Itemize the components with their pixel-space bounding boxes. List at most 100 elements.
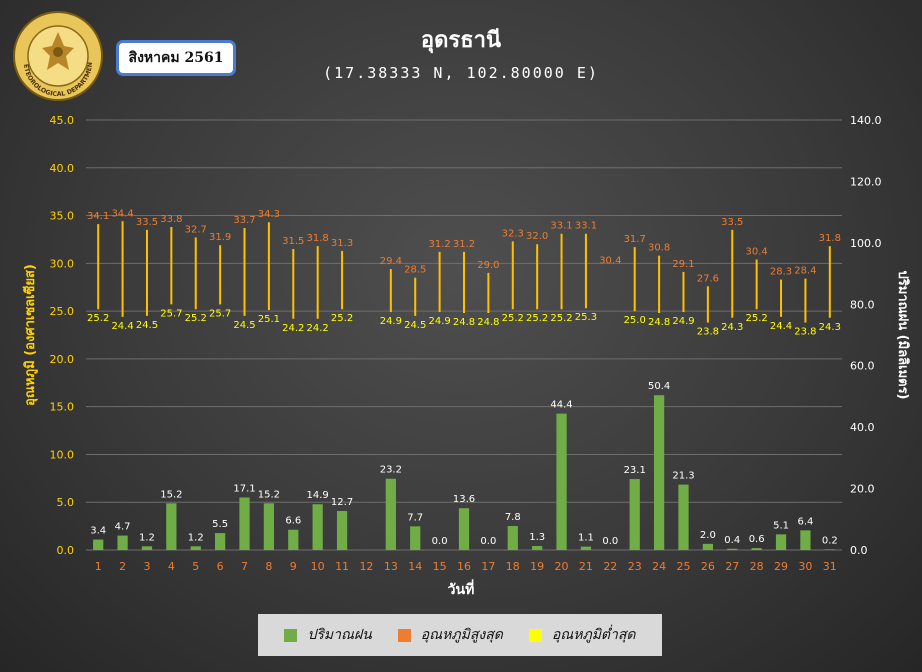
x-tick-label: 13 (384, 560, 398, 573)
right-tick-label: 140.0 (850, 114, 882, 127)
rain-bar (263, 503, 275, 550)
tmax-data-label: 30.4 (746, 247, 768, 258)
x-tick-label: 12 (359, 560, 373, 573)
tmin-data-label: 24.5 (233, 320, 255, 331)
x-tick-label: 6 (217, 560, 224, 573)
rain-data-label: 0.4 (724, 535, 740, 546)
rain-data-label: 12.7 (331, 497, 353, 508)
x-axis-ticks: 1 2 3 4 5 6 7 8 9 10 11 12 13 14 15 16 17 18 19 20 21 22 23 24 2… (95, 560, 837, 573)
x-tick-label: 9 (290, 560, 297, 573)
tmax-data-label: 33.1 (550, 221, 572, 232)
right-tick-label: 80.0 (850, 298, 875, 311)
x-tick-label: 18 (506, 560, 520, 573)
x-tick-label: 27 (725, 560, 739, 573)
rain-bar (215, 533, 226, 550)
left-axis-label: อุณหภูมิ (องศาเซลเซียส) (22, 264, 38, 406)
rain-bar (702, 543, 713, 550)
legend-item-tmax: อุณหภูมิสูงสุด (397, 624, 503, 646)
rain-data-label: 0.0 (480, 536, 496, 547)
rain-data-label: 2.0 (700, 530, 716, 541)
meteorological-department-logo: METEOROLOGICAL DEPARTMENT (12, 10, 103, 101)
right-tick-label: 0.0 (850, 544, 868, 557)
rain-bar (190, 546, 201, 550)
x-tick-label: 4 (168, 560, 175, 573)
rain-bar (824, 549, 835, 550)
rain-bar (336, 510, 348, 550)
right-tick-label: 100.0 (850, 237, 882, 250)
rain-data-label: 1.3 (529, 532, 545, 543)
rain-bar (751, 548, 762, 550)
x-tick-label: 28 (750, 560, 764, 573)
x-tick-label: 7 (241, 560, 248, 573)
tmax-data-label: 31.9 (209, 232, 231, 243)
gridlines (86, 119, 842, 551)
temperature-series: 34.1 25.2 34.4 24.4 33.5 24.5 33.8 25.7 32.7 25.2… (87, 208, 841, 337)
left-tick-label: 10.0 (50, 448, 75, 461)
rain-bar (239, 497, 250, 550)
legend-label-tmin: อุณหภูมิต่ำสุด (551, 627, 636, 643)
rain-bar (629, 479, 640, 550)
tmax-data-label: 34.3 (258, 209, 280, 220)
left-tick-label: 45.0 (50, 114, 75, 127)
tmin-data-label: 23.8 (794, 327, 816, 338)
rain-bar (458, 508, 470, 550)
rain-data-label: 14.9 (307, 490, 329, 501)
rain-bar (678, 484, 689, 550)
left-tick-label: 0.0 (57, 544, 75, 557)
x-tick-label: 25 (676, 560, 690, 573)
right-tick-label: 20.0 (850, 483, 875, 496)
x-tick-label: 2 (119, 560, 126, 573)
x-tick-label: 23 (628, 560, 642, 573)
tmin-data-label: 24.8 (453, 317, 475, 328)
tmax-data-label: 28.4 (794, 266, 816, 277)
tmin-data-label: 25.7 (209, 308, 231, 319)
left-tick-label: 35.0 (50, 210, 75, 223)
rain-bar (727, 548, 738, 550)
left-tick-label: 30.0 (50, 257, 75, 270)
legend-label-rain: ปริมาณฝน (307, 627, 372, 643)
tmax-data-label: 33.8 (160, 214, 182, 225)
tmin-data-label: 25.2 (87, 313, 109, 324)
tmax-data-label: 28.5 (404, 265, 426, 276)
x-tick-label: 19 (530, 560, 544, 573)
tmax-data-label: 33.7 (233, 215, 255, 226)
rain-bar (312, 504, 323, 550)
tmin-data-label: 25.1 (258, 314, 280, 325)
legend-swatch-tmin (528, 628, 542, 642)
rain-data-label: 15.2 (258, 489, 280, 500)
legend-label-tmax: อุณหภูมิสูงสุด (420, 627, 503, 643)
rain-bar (556, 413, 567, 550)
tmin-data-label: 24.4 (770, 321, 792, 332)
x-tick-label: 16 (457, 560, 471, 573)
legend: ปริมาณฝน อุณหภูมิสูงสุด อุณหภูมิต่ำสุด (258, 614, 662, 656)
rain-bar (166, 503, 177, 550)
tmin-data-label: 24.8 (648, 317, 670, 328)
tmin-data-label: 23.8 (697, 327, 719, 338)
right-tick-label: 120.0 (850, 175, 882, 188)
tmax-data-label: 30.4 (599, 256, 621, 267)
legend-item-tmin: อุณหภูมิต่ำสุด (528, 624, 636, 646)
tmin-data-label: 25.2 (331, 313, 353, 324)
chart-title: อุดรธานี (420, 28, 502, 53)
tmin-data-label: 24.9 (380, 316, 402, 327)
rain-bar (507, 526, 518, 550)
rain-data-label: 5.5 (212, 519, 228, 530)
rain-bar (117, 535, 128, 550)
left-tick-label: 40.0 (50, 162, 75, 175)
x-tick-label: 14 (408, 560, 422, 573)
rain-data-label: 6.6 (285, 516, 301, 527)
x-tick-label: 30 (798, 560, 812, 573)
tmax-data-label: 33.5 (721, 217, 743, 228)
tmax-data-label: 34.1 (87, 211, 109, 222)
rain-data-label: 1.2 (139, 532, 155, 543)
x-tick-label: 26 (701, 560, 715, 573)
rain-bar (288, 529, 299, 550)
rain-data-label: 17.1 (233, 483, 255, 494)
left-axis-ticks: 0.0 5.0 10.0 15.0 20.0 25.0 30.0 35.0 40.0 45.0 (50, 114, 75, 557)
x-tick-label: 10 (311, 560, 325, 573)
chart-subtitle: (17.38333 N, 102.80000 E) (323, 64, 599, 82)
tmax-data-label: 27.6 (697, 273, 719, 284)
legend-item-rain: ปริมาณฝน (284, 624, 372, 646)
rain-data-label: 0.0 (602, 536, 618, 547)
rain-bar (385, 478, 396, 550)
